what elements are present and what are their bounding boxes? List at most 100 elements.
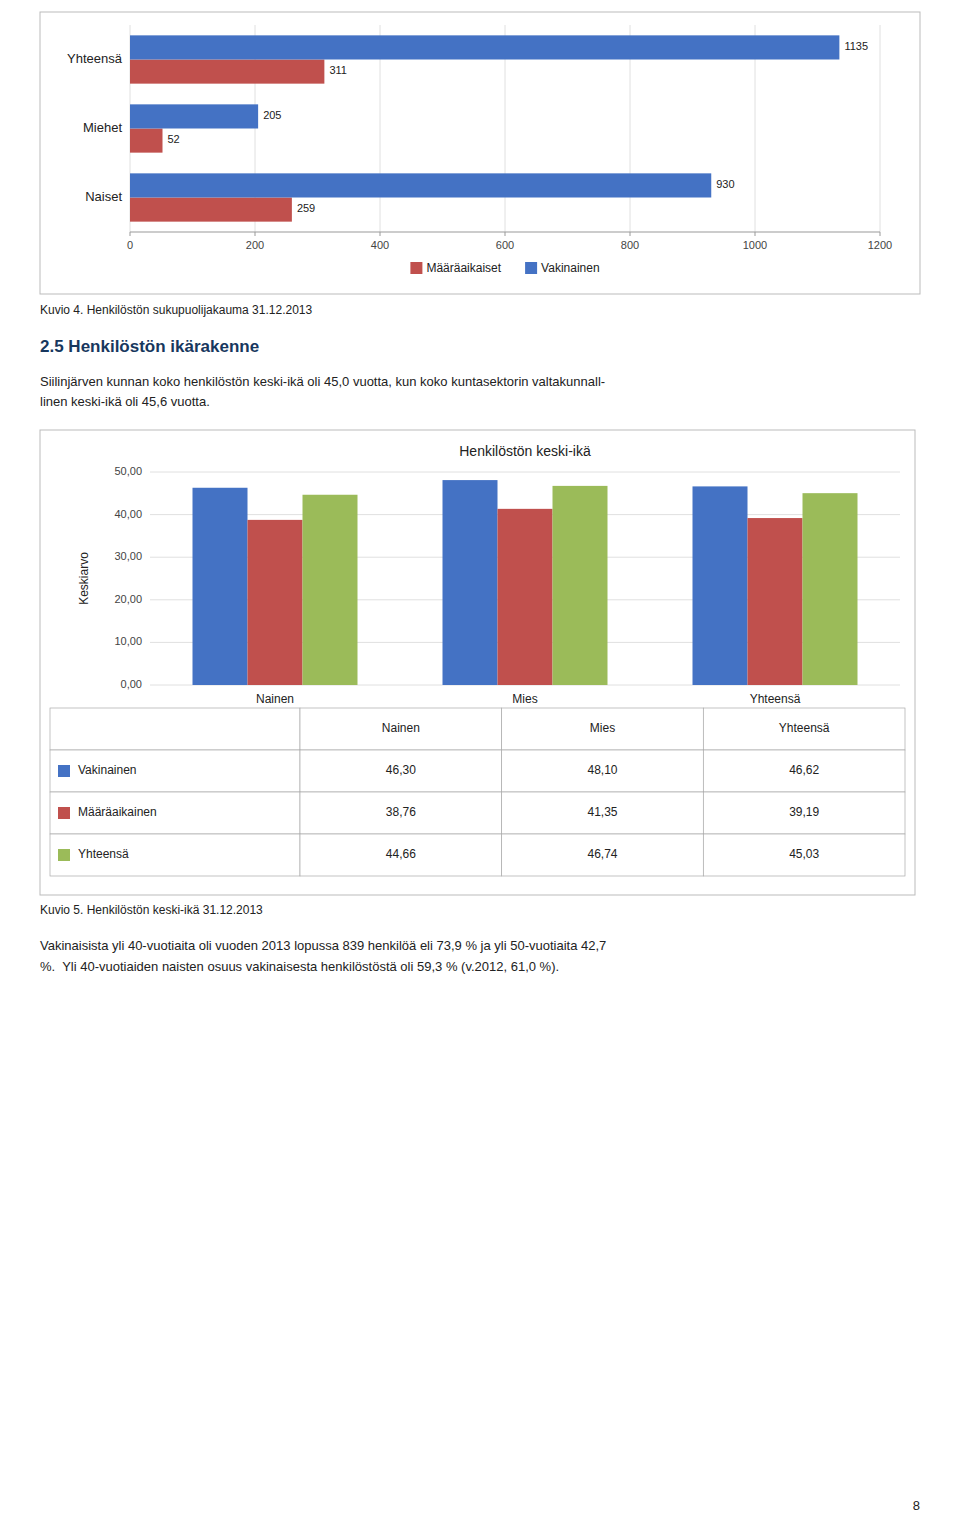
bars — [130, 35, 839, 221]
table-cell — [703, 792, 905, 834]
legend-swatch — [58, 807, 70, 819]
page: 020040060080010001200259930522053111135N… — [0, 0, 960, 1527]
bar — [130, 35, 839, 59]
tick-mark — [505, 232, 506, 236]
bar — [553, 486, 608, 685]
tick-mark — [630, 232, 631, 236]
tick-label: 600 — [496, 239, 514, 251]
tick-mark — [380, 232, 381, 236]
table-value: 38,76 — [386, 805, 416, 819]
y-axis-label: Keskiarvo — [77, 552, 91, 605]
legend-swatch — [58, 765, 70, 777]
table-value: 46,74 — [587, 847, 617, 861]
tick-label: 1000 — [743, 239, 767, 251]
table-cell — [502, 708, 704, 750]
background — [0, 0, 960, 1527]
chart-1: 020040060080010001200259930522053111135N… — [40, 12, 920, 294]
bars — [193, 480, 858, 685]
table-value: 41,35 — [587, 805, 617, 819]
table-cell — [50, 834, 300, 876]
bar — [498, 509, 553, 685]
tick-label: 10,00 — [114, 635, 142, 647]
x-axis-line — [130, 232, 880, 233]
table-cell — [300, 750, 502, 792]
footer-text: %. Yli 40-vuotiaiden naisten osuus vakin… — [40, 959, 559, 974]
data-label: 930 — [716, 178, 734, 190]
category-label: Yhteensä — [67, 51, 123, 66]
page-number: 8 — [913, 1498, 920, 1513]
table-row-label: Yhteensä — [78, 847, 129, 861]
bar — [748, 518, 803, 685]
tick-mark — [130, 232, 131, 236]
bar — [193, 488, 248, 685]
table-header: Yhteensä — [779, 721, 830, 735]
bar — [130, 198, 292, 222]
table-cell — [703, 708, 905, 750]
bar — [443, 480, 498, 685]
table-cell — [50, 750, 300, 792]
table-value: 46,62 — [789, 763, 819, 777]
tick-mark — [880, 232, 881, 236]
table-cell — [502, 792, 704, 834]
category-label: Yhteensä — [750, 692, 801, 706]
table-value: 45,03 — [789, 847, 819, 861]
bar — [130, 173, 711, 197]
tick-mark — [755, 232, 756, 236]
tick-label: 1200 — [868, 239, 892, 251]
data-table: Nainen Mies Yhteensä Vakinainen 46,30 48,10 46… — [50, 708, 905, 876]
table-cell — [703, 750, 905, 792]
table-cell — [50, 708, 300, 750]
tick-mark — [255, 232, 256, 236]
table-row-label: Määräaikainen — [78, 805, 157, 819]
bar — [693, 486, 748, 685]
paragraph: Siilinjärven kunnan koko henkilöstön kes… — [40, 374, 605, 389]
table-cell — [703, 834, 905, 876]
table-cell — [50, 792, 300, 834]
legend-swatch — [58, 849, 70, 861]
tick-label: 0,00 — [121, 678, 142, 690]
bar — [248, 520, 303, 685]
grid-line — [880, 25, 881, 232]
bar — [130, 129, 163, 153]
data-label: 205 — [263, 109, 281, 121]
chart-frame — [40, 430, 915, 895]
data-label: 1135 — [844, 40, 868, 52]
data-label: 52 — [168, 133, 180, 145]
category-label: Miehet — [83, 120, 122, 135]
tick-label: 0 — [127, 239, 133, 251]
bar — [130, 104, 258, 128]
legend-label: Vakinainen — [541, 261, 600, 275]
table-value: 46,30 — [386, 763, 416, 777]
tick-label: 20,00 — [114, 593, 142, 605]
table-header: Mies — [590, 721, 615, 735]
table-row-label: Vakinainen — [78, 763, 137, 777]
table-header: Nainen — [382, 721, 420, 735]
table-cell — [300, 834, 502, 876]
chart-title: Henkilöstön keski-ikä — [459, 443, 591, 459]
chart-frame — [40, 12, 920, 294]
category-label: Nainen — [256, 692, 294, 706]
footer-text: Vakinaisista yli 40-vuotiaita oli vuoden… — [40, 938, 606, 953]
caption: Kuvio 5. Henkilöstön keski-ikä 31.12.201… — [40, 903, 263, 917]
tick-label: 30,00 — [114, 550, 142, 562]
table-value: 44,66 — [386, 847, 416, 861]
grid-line — [150, 472, 900, 473]
data-label: 259 — [297, 202, 315, 214]
category-label: Mies — [512, 692, 537, 706]
table-cell — [502, 750, 704, 792]
table-value: 39,19 — [789, 805, 819, 819]
chart-2: Henkilöstön keski-ikä Keskiarvo 0,00 10,00 2… — [40, 430, 915, 895]
legend-label: Määräaikaiset — [426, 261, 501, 275]
data-labels: 259930522053111135 — [168, 40, 869, 214]
table-cell — [300, 708, 502, 750]
bar — [130, 60, 324, 84]
tick-label: 40,00 — [114, 508, 142, 520]
table-cell — [502, 834, 704, 876]
tick-label: 400 — [371, 239, 389, 251]
caption: Kuvio 4. Henkilöstön sukupuolijakauma 31… — [40, 303, 313, 317]
bar — [803, 493, 858, 685]
table-value: 48,10 — [587, 763, 617, 777]
tick-label: 50,00 — [114, 465, 142, 477]
tick-label: 200 — [246, 239, 264, 251]
section-title: 2.5 Henkilöstön ikärakenne — [40, 337, 259, 356]
